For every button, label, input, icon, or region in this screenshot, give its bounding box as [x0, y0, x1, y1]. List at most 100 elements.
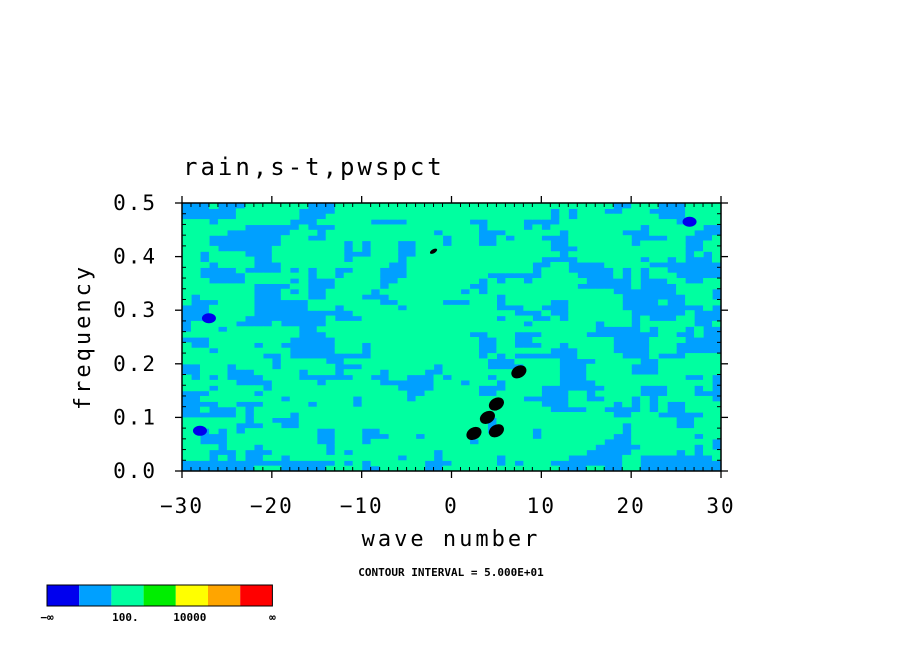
contour-cell [433, 326, 444, 333]
contour-cell [703, 245, 713, 252]
contour-cell [379, 326, 390, 333]
contour-cell [307, 412, 318, 418]
contour-cell [586, 428, 596, 435]
contour-cell [253, 385, 264, 392]
contour-cell [182, 454, 192, 461]
contour-cell [442, 422, 453, 429]
contour-cell [316, 412, 327, 418]
contour-cell [325, 412, 336, 418]
contour-cell [487, 379, 498, 386]
contour-cell [496, 342, 506, 349]
contour-cell [604, 395, 614, 402]
contour-cell [550, 412, 560, 418]
contour-cell [541, 240, 551, 247]
contour-cell [541, 229, 551, 236]
contour-cell [532, 229, 542, 236]
contour-cell [235, 315, 246, 322]
contour-cell [388, 288, 399, 295]
contour-cell [676, 251, 686, 258]
contour-cell [424, 320, 435, 327]
contour-cell [469, 267, 480, 274]
contour-cell [514, 449, 524, 456]
contour-cell [424, 444, 435, 451]
contour-cell [289, 251, 300, 258]
contour-cell [280, 288, 291, 295]
contour-cell [469, 395, 480, 402]
contour-cell [667, 385, 677, 392]
contour-cell [640, 219, 650, 226]
contour-cell [487, 353, 498, 360]
contour-cell [523, 261, 533, 268]
contour-cell [334, 465, 345, 471]
contour-cell [397, 342, 408, 349]
contour-cell [712, 245, 721, 252]
contour-cell [487, 299, 498, 306]
contour-cell [523, 454, 533, 461]
contour-cell [595, 310, 605, 317]
contour-cell [505, 283, 515, 290]
contour-cell [442, 229, 453, 236]
contour-cell [370, 342, 381, 349]
contour-cell [253, 465, 264, 471]
contour-cell [604, 310, 614, 317]
contour-cell [559, 278, 569, 284]
contour-cell [586, 412, 596, 418]
contour-cell [298, 395, 309, 402]
contour-cell [577, 342, 587, 349]
contour-cell [577, 390, 587, 397]
contour-cell [667, 379, 677, 386]
contour-cell [532, 326, 542, 333]
contour-cell [550, 294, 560, 301]
contour-cell [613, 390, 623, 397]
contour-cell [586, 374, 596, 381]
contour-cell [361, 374, 372, 381]
contour-cell [613, 229, 623, 236]
contour-cell [370, 267, 381, 274]
contour-cell [703, 412, 713, 418]
contour-cell [595, 229, 605, 236]
contour-cell [370, 337, 381, 343]
contour-cell [262, 444, 273, 451]
contour-cell [343, 229, 354, 236]
contour-cell [316, 444, 327, 451]
contour-cell [217, 299, 228, 306]
contour-cell [505, 401, 515, 408]
contour-cell [182, 256, 192, 263]
contour-cell [550, 449, 560, 456]
contour-cell [262, 412, 273, 418]
contour-cell [397, 331, 408, 338]
contour-cell [712, 219, 721, 226]
contour-cell [595, 256, 605, 263]
contour-cell [577, 395, 587, 402]
contour-cell [182, 342, 192, 349]
contour-cell [442, 337, 453, 343]
contour-cell [433, 267, 444, 274]
contour-cell [676, 428, 686, 435]
contour-cell [577, 438, 587, 445]
contour-cell [658, 374, 668, 381]
contour-cell [514, 412, 524, 418]
contour-cell [712, 208, 721, 215]
contour-cell [469, 288, 480, 295]
contour-cell [235, 363, 246, 370]
contour-cell [280, 213, 291, 220]
contour-cell [280, 331, 291, 338]
contour-cell [217, 422, 228, 429]
contour-cell [433, 444, 444, 451]
contour-cell [550, 363, 560, 370]
contour-cell [424, 272, 435, 279]
contour-cell [226, 444, 237, 451]
contour-cell [352, 444, 363, 451]
contour-cell [442, 379, 453, 386]
contour-cell [532, 358, 542, 365]
contour-cell [226, 331, 237, 338]
contour-cell [388, 449, 399, 456]
contour-cell [586, 438, 596, 445]
contour-cell [433, 240, 444, 247]
contour-cell [379, 417, 390, 424]
contour-cell [433, 358, 444, 365]
contour-cell [298, 390, 309, 397]
contour-cell [550, 417, 560, 424]
contour-cell [505, 438, 515, 445]
contour-cell [469, 342, 480, 349]
